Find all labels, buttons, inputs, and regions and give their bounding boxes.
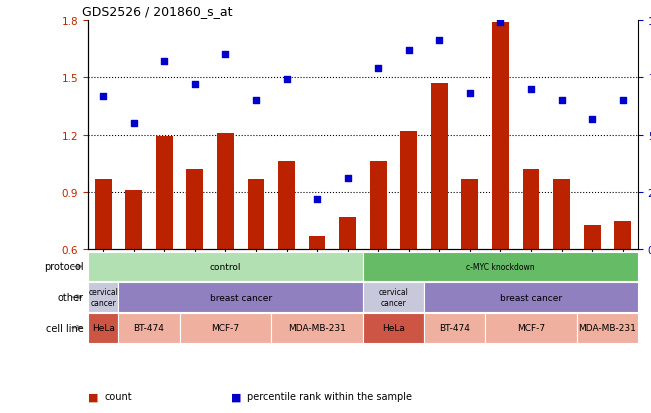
Point (587, 116, 598, 123)
Bar (309, 237, 326, 250)
Bar (400, 131, 417, 250)
Point (526, 86, 536, 93)
Text: breast cancer: breast cancer (500, 293, 562, 302)
Text: ■: ■ (231, 392, 242, 401)
Text: cervical
cancer: cervical cancer (89, 288, 118, 307)
Point (159, 59, 169, 65)
Bar (492, 23, 509, 250)
Point (404, 47, 414, 54)
Text: HeLa: HeLa (92, 323, 115, 332)
Bar (584, 225, 600, 250)
Text: breast cancer: breast cancer (210, 293, 271, 302)
Bar (523, 170, 540, 250)
Point (312, 196, 322, 203)
Point (618, 97, 628, 104)
Point (495, 20, 506, 26)
Text: cell line: cell line (46, 323, 83, 333)
Point (128, 121, 139, 127)
Point (342, 176, 353, 182)
Text: cervical
cancer: cervical cancer (378, 288, 408, 307)
Point (281, 77, 292, 83)
Point (373, 66, 383, 72)
Text: MCF-7: MCF-7 (517, 323, 545, 332)
Bar (95, 179, 111, 250)
Bar (186, 170, 203, 250)
Text: ■: ■ (88, 392, 98, 401)
Bar (217, 133, 234, 250)
Text: control: control (210, 262, 241, 271)
Bar (156, 137, 173, 250)
Point (220, 52, 230, 58)
Point (434, 38, 445, 45)
Text: GDS2526 / 201860_s_at: GDS2526 / 201860_s_at (83, 5, 233, 18)
Text: protocol: protocol (44, 262, 83, 272)
Bar (126, 191, 142, 250)
Bar (278, 162, 295, 250)
Point (98, 93, 108, 100)
Text: c-MYC knockdown: c-MYC knockdown (466, 262, 534, 271)
Text: BT-474: BT-474 (439, 323, 470, 332)
Text: MDA-MB-231: MDA-MB-231 (579, 323, 637, 332)
Point (251, 97, 261, 104)
Text: MCF-7: MCF-7 (212, 323, 240, 332)
Point (465, 91, 475, 97)
Bar (370, 162, 387, 250)
Text: MDA-MB-231: MDA-MB-231 (288, 323, 346, 332)
Text: other: other (57, 292, 83, 302)
Bar (615, 221, 631, 250)
Point (557, 97, 567, 104)
Text: percentile rank within the sample: percentile rank within the sample (247, 392, 412, 401)
Bar (247, 179, 264, 250)
Text: count: count (104, 392, 132, 401)
Bar (339, 217, 356, 250)
Bar (431, 84, 448, 250)
Text: BT-474: BT-474 (133, 323, 165, 332)
Text: HeLa: HeLa (382, 323, 405, 332)
Bar (462, 179, 478, 250)
Bar (553, 179, 570, 250)
Point (189, 81, 200, 88)
